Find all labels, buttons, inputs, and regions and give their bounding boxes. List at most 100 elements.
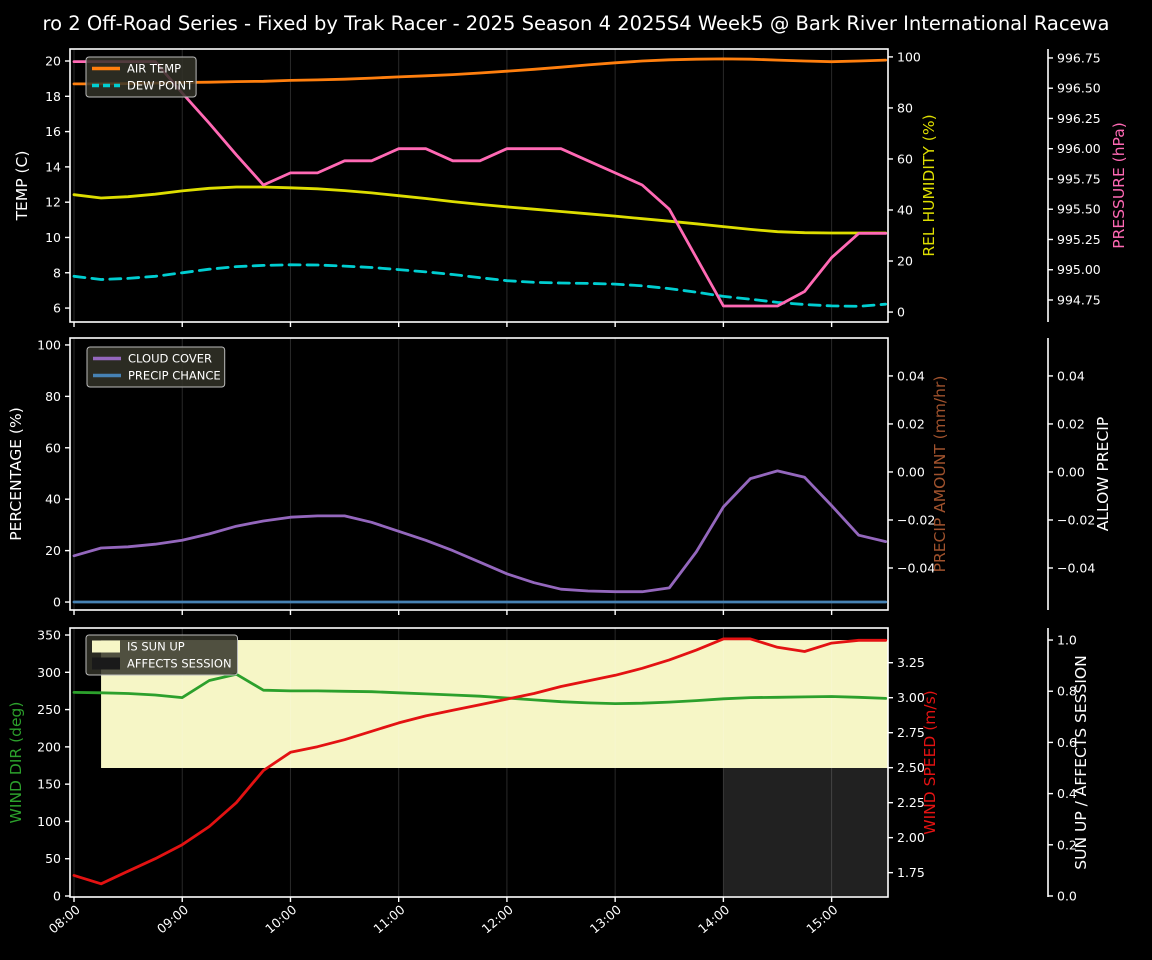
y-tick-label: 18 xyxy=(45,89,61,104)
cloud-cover-line xyxy=(72,469,888,594)
y-tick-label: 0.04 xyxy=(897,368,925,383)
y-tick-label: 994.75 xyxy=(1057,292,1101,307)
y-tick-label: 2.75 xyxy=(897,725,925,740)
cloud-precip-panel: 0 20 40 60 80 100 PERCENTAGE (%) 0.04 0.02 0.00 −0… xyxy=(7,337,1112,615)
legend-box xyxy=(85,634,238,676)
y-tick-label: 60 xyxy=(897,151,913,166)
precip-chance-legend-label: PRECIP CHANCE xyxy=(128,369,221,383)
precip-amount-mm-hr-axis-label: PRECIP AMOUNT (mm/hr) xyxy=(931,376,949,573)
y-tick-label: 250 xyxy=(37,702,61,717)
y-tick-label: 50 xyxy=(45,851,61,866)
temp-c-axis-label: TEMP (C) xyxy=(13,151,31,222)
y-tick-label: 0.2 xyxy=(1057,837,1077,852)
x-tick-label: 13:00 xyxy=(587,902,624,937)
y-tick-label: 100 xyxy=(897,49,921,64)
chart-title: ro 2 Off-Road Series - Fixed by Trak Rac… xyxy=(42,12,1110,35)
legend: AIR TEMP DEW POINT xyxy=(85,56,197,98)
dew-point-legend-label: DEW POINT xyxy=(127,79,194,93)
is-sun-up-legend-swatch xyxy=(92,640,120,653)
plot-border xyxy=(69,627,889,898)
rel-humidity-line xyxy=(72,185,888,235)
y-tick-label: 0.02 xyxy=(897,416,925,431)
y-tick-label: 3.25 xyxy=(897,655,925,670)
wind-dir-line xyxy=(72,672,888,705)
pressure-hpa-axis-label: PRESSURE (hPa) xyxy=(1110,122,1128,249)
y-tick-label: 20 xyxy=(45,543,61,558)
y-tick-label: 100 xyxy=(37,814,61,829)
y-tick-label: 14 xyxy=(45,159,61,174)
y-tick-label: 40 xyxy=(45,492,61,507)
y-tick-label: 995.00 xyxy=(1057,262,1101,277)
y-tick-label: 0.0 xyxy=(1057,888,1077,903)
y-tick-label: 995.25 xyxy=(1057,232,1101,247)
legend-box xyxy=(86,346,226,388)
affects-session-legend-label: AFFECTS SESSION xyxy=(127,657,232,671)
y-tick-label: 3.00 xyxy=(897,690,925,705)
y-tick-label: 0.6 xyxy=(1057,735,1077,750)
affects-session-region xyxy=(723,768,888,896)
y-tick-label: 60 xyxy=(45,440,61,455)
legend: IS SUN UP AFFECTS SESSION xyxy=(85,634,238,676)
temp-humidity-pressure-panel: 6 8 10 12 14 16 18 20 TEMP (C) 0 20 40 60 80 100 REL HU… xyxy=(13,48,1128,327)
x-tick-label: 14:00 xyxy=(695,902,732,937)
y-tick-label: 12 xyxy=(45,195,61,210)
percentage-axis-label: PERCENTAGE (%) xyxy=(7,407,25,541)
y-tick-label: 0.02 xyxy=(1057,416,1085,431)
wind-sun-panel: 08:00 09:00 10:00 11:00 12:00 13:00 14:00 15:00… xyxy=(7,627,1090,937)
y-tick-label: 996.50 xyxy=(1057,81,1101,96)
y-tick-label: 300 xyxy=(37,665,61,680)
y-tick-label: 996.00 xyxy=(1057,141,1101,156)
x-tick-label: 15:00 xyxy=(803,902,840,937)
plot-border xyxy=(69,48,889,323)
plot-border xyxy=(69,337,889,611)
y-tick-label: 10 xyxy=(45,230,61,245)
y-tick-label: 80 xyxy=(45,389,61,404)
dew-point-line xyxy=(72,263,888,308)
y-tick-label: 0.8 xyxy=(1057,684,1077,699)
y-tick-label: 0.00 xyxy=(897,464,925,479)
y-tick-label: 996.25 xyxy=(1057,111,1101,126)
x-tick-label: 11:00 xyxy=(370,902,407,937)
y-tick-label: 100 xyxy=(37,337,61,352)
y-tick-label: −0.02 xyxy=(897,512,935,527)
y-tick-label: 0.4 xyxy=(1057,786,1077,801)
y-tick-label: 16 xyxy=(45,124,61,139)
y-tick-label: 6 xyxy=(53,301,61,316)
air-temp-legend-label: AIR TEMP xyxy=(127,62,181,76)
wind-dir-deg-axis-label: WIND DIR (deg) xyxy=(7,702,25,824)
rel-humidity-axis-label: REL HUMIDITY (%) xyxy=(920,114,938,256)
sun-up-affects-session-axis-label: SUN UP / AFFECTS SESSION xyxy=(1072,655,1090,869)
cloud-cover-legend-label: CLOUD COVER xyxy=(128,352,212,366)
pressure-line xyxy=(72,60,888,308)
affects-session-legend-swatch xyxy=(92,657,120,670)
legend: CLOUD COVER PRECIP CHANCE xyxy=(86,346,226,388)
y-tick-label: −0.02 xyxy=(1057,512,1095,527)
wind-speed-m-s-axis-label: WIND SPEED (m/s) xyxy=(921,690,939,834)
is-sun-up-legend-label: IS SUN UP xyxy=(127,640,185,654)
y-tick-label: 2.50 xyxy=(897,760,925,775)
y-tick-label: 0 xyxy=(897,305,905,320)
y-tick-label: 0 xyxy=(53,889,61,904)
x-tick-label: 08:00 xyxy=(46,902,83,937)
y-tick-label: 996.75 xyxy=(1057,50,1101,65)
x-tick-label: 09:00 xyxy=(154,902,191,937)
y-tick-label: −0.04 xyxy=(897,560,935,575)
y-tick-label: 0.00 xyxy=(1057,464,1085,479)
y-tick-label: 1.75 xyxy=(897,865,925,880)
allow-precip-axis-label: ALLOW PRECIP xyxy=(1094,417,1112,531)
y-tick-label: 0 xyxy=(53,595,61,610)
x-tick-label: 12:00 xyxy=(479,902,516,937)
y-tick-label: 200 xyxy=(37,739,61,754)
y-tick-label: −0.04 xyxy=(1057,560,1095,575)
y-tick-label: 80 xyxy=(897,100,913,115)
x-tick-label: 10:00 xyxy=(262,902,299,937)
y-tick-label: 995.75 xyxy=(1057,171,1101,186)
y-tick-label: 1.0 xyxy=(1057,633,1077,648)
y-tick-label: 350 xyxy=(37,628,61,643)
wind-speed-line xyxy=(72,637,888,886)
y-tick-label: 20 xyxy=(45,54,61,69)
y-tick-label: 2.25 xyxy=(897,795,925,810)
y-tick-label: 2.00 xyxy=(897,830,925,845)
